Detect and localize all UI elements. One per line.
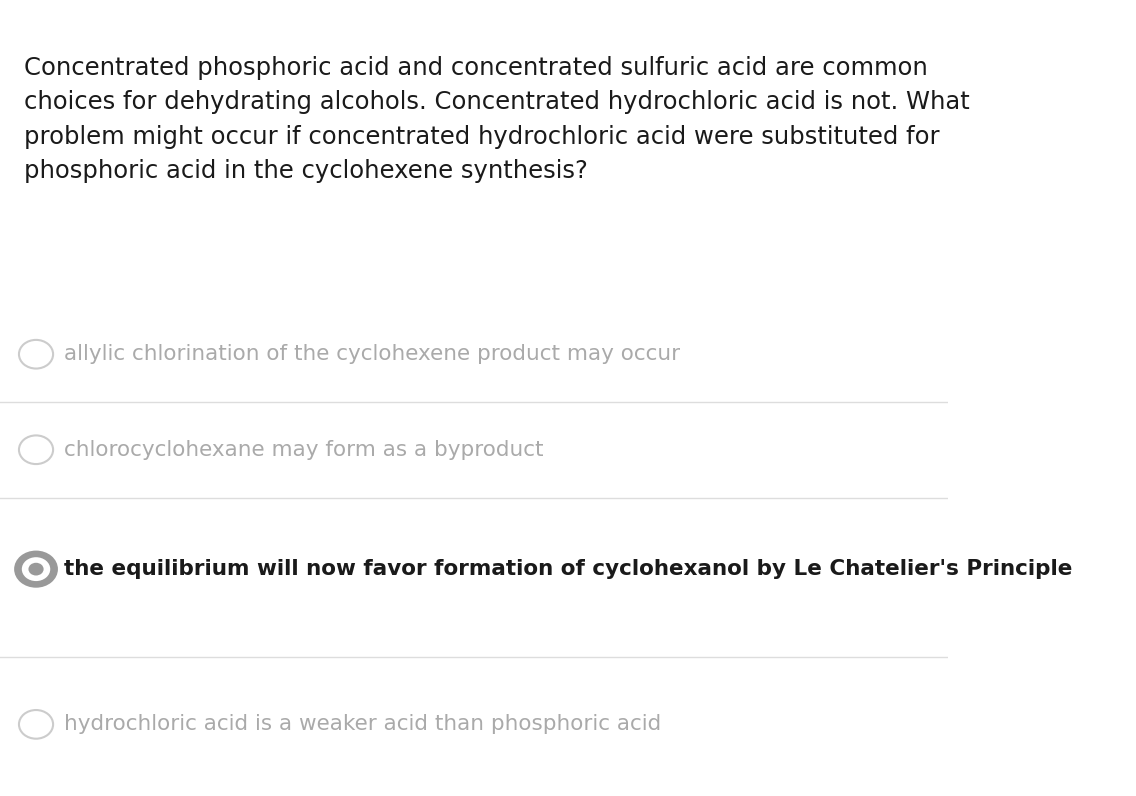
Text: chlorocyclohexane may form as a byproduct: chlorocyclohexane may form as a byproduc…	[65, 439, 544, 460]
Text: allylic chlorination of the cyclohexene product may occur: allylic chlorination of the cyclohexene …	[65, 344, 680, 365]
Circle shape	[22, 557, 50, 581]
Circle shape	[15, 552, 57, 587]
Text: hydrochloric acid is a weaker acid than phosphoric acid: hydrochloric acid is a weaker acid than …	[65, 714, 662, 735]
Circle shape	[28, 563, 43, 576]
Text: Concentrated phosphoric acid and concentrated sulfuric acid are common
choices f: Concentrated phosphoric acid and concent…	[24, 56, 969, 183]
Text: the equilibrium will now favor formation of cyclohexanol by Le Chatelier's Princ: the equilibrium will now favor formation…	[65, 559, 1072, 579]
